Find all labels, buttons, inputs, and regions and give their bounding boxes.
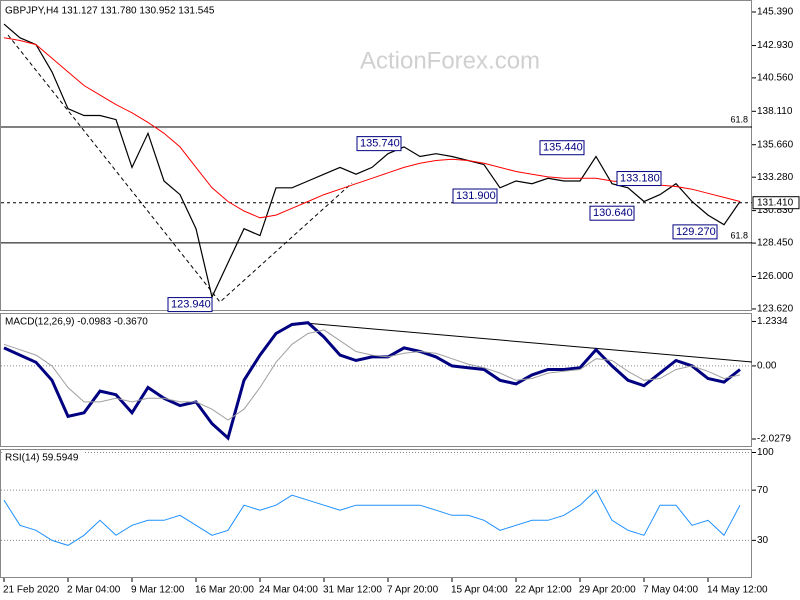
y-tick-label: 0.00	[757, 361, 777, 372]
price-annotation: 133.180	[620, 172, 660, 184]
price-annotation: 135.440	[543, 142, 583, 154]
y-tick-label: 100	[757, 447, 774, 458]
series-line	[3, 489, 741, 546]
title-box	[2, 4, 220, 17]
y-tick-label: 138.110	[757, 106, 793, 117]
price-annotation: 129.270	[676, 226, 716, 238]
watermark: ActionForex.com	[360, 47, 540, 74]
panel-title: MACD(12,26,9) -0.0983 -0.3670	[5, 317, 148, 328]
price-annotation: 135.740	[360, 138, 400, 150]
price-box	[752, 196, 800, 210]
y-tick-label: 130.830	[757, 205, 794, 216]
price-label: 131.410	[757, 197, 794, 208]
rsi-panel	[0, 449, 752, 578]
x-tick-label: 7 Apr 20:00	[387, 585, 439, 596]
x-tick-label: 7 May 04:00	[643, 585, 698, 596]
price-annotation: 130.640	[593, 207, 633, 219]
x-tick-label: 2 Mar 04:00	[67, 585, 121, 596]
macd-panel	[0, 313, 752, 447]
price-annotation-box	[167, 297, 213, 313]
series-line	[3, 321, 741, 441]
y-tick-label: 70	[757, 485, 769, 496]
y-tick-label: -2.0279	[757, 434, 791, 445]
title-box	[2, 451, 84, 464]
x-tick-label: 24 Mar 04:00	[259, 585, 318, 596]
price-annotation-box	[589, 205, 635, 221]
x-tick-label: 14 May 12:00	[707, 585, 768, 596]
y-tick-label: 128.450	[757, 238, 794, 249]
price-panel	[0, 0, 752, 311]
level-label: 61.8	[730, 230, 748, 240]
y-tick-label: 142.930	[757, 40, 794, 51]
trend-line	[7, 34, 353, 303]
panel-title: RSI(14) 59.5949	[5, 453, 79, 464]
panel-title: GBPJPY,H4 131.127 131.780 130.952 131.54…	[5, 6, 215, 17]
price-annotation: 123.940	[171, 298, 211, 310]
series-line	[3, 329, 741, 421]
y-tick-label: 133.280	[757, 172, 794, 183]
x-tick-label: 29 Apr 20:00	[579, 585, 636, 596]
price-annotation-box	[356, 136, 402, 152]
y-tick-label: 145.390	[757, 7, 794, 18]
y-tick-label: 135.660	[757, 139, 794, 150]
price-annotation: 131.900	[456, 190, 496, 202]
price-annotation-box	[539, 140, 585, 156]
price-annotation-box	[452, 188, 498, 204]
y-tick-label: 140.560	[757, 73, 794, 84]
title-box	[2, 315, 153, 328]
y-tick-label: 1.2334	[757, 316, 788, 327]
level-label: 61.8	[730, 114, 748, 124]
x-tick-label: 31 Mar 12:00	[323, 585, 382, 596]
x-tick-label: 21 Feb 2020	[3, 585, 60, 596]
y-tick-label: 30	[757, 535, 769, 546]
y-tick-label: 123.620	[757, 304, 794, 315]
x-tick-label: 9 Mar 12:00	[131, 585, 185, 596]
price-annotation-box	[616, 171, 662, 187]
price-annotation-box	[672, 224, 718, 240]
x-tick-label: 15 Apr 04:00	[451, 585, 508, 596]
macd-trend-line	[304, 322, 753, 363]
x-tick-label: 16 Mar 20:00	[195, 585, 254, 596]
y-tick-label: 126.000	[757, 271, 794, 282]
x-tick-label: 22 Apr 12:00	[515, 585, 572, 596]
